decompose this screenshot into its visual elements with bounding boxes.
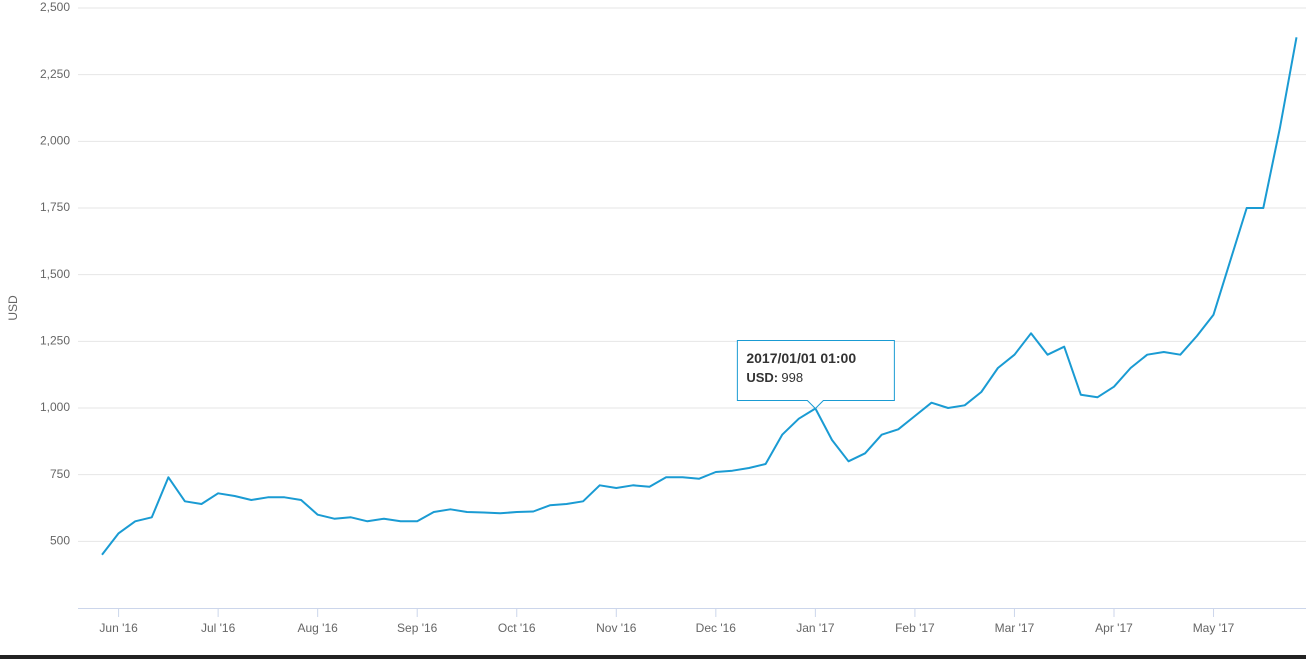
y-tick-label: 1,500 [40,267,70,281]
x-tick-label: May '17 [1193,621,1235,635]
x-tick-label: Jan '17 [796,621,835,635]
x-tick-label: Feb '17 [895,621,935,635]
y-tick-label: 2,250 [40,67,70,81]
x-tick-label: Dec '16 [696,621,737,635]
y-tick-label: 1,750 [40,200,70,214]
x-tick-label: Jun '16 [99,621,138,635]
x-tick-label: Mar '17 [995,621,1035,635]
price-line [101,37,1298,556]
tooltip-title: 2017/01/01 01:00 [746,350,856,366]
y-tick-label: 2,500 [40,0,70,14]
x-tick-label: Oct '16 [498,621,536,635]
x-tick-label: Sep '16 [397,621,438,635]
tooltip-value: 998 [781,370,803,385]
y-tick-label: 1,250 [40,334,70,348]
screen-edge [0,655,1306,659]
tooltip-box [736,340,895,410]
tooltip-label: USD: [746,370,778,385]
x-tick-label: Jul '16 [201,621,236,635]
x-tick-label: Nov '16 [596,621,637,635]
x-tick-label: Apr '17 [1095,621,1133,635]
y-axis-label: USD [6,295,20,321]
tooltip: 2017/01/01 01:00 USD: 998 [736,340,895,410]
x-tick-label: Aug '16 [298,621,339,635]
y-tick-label: 2,000 [40,134,70,148]
y-tick-label: 750 [50,467,70,481]
y-tick-label: 1,000 [40,400,70,414]
y-tick-label: 500 [50,534,70,548]
